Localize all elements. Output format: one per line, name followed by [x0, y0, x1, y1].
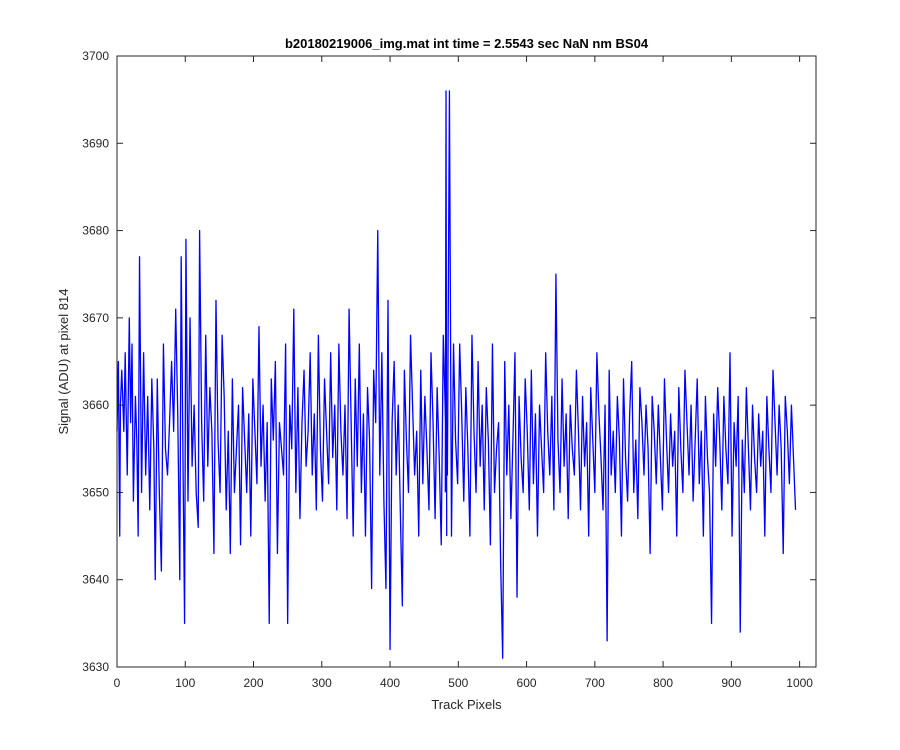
- x-tick-label-800: 800: [653, 676, 673, 690]
- signal-series: [116, 90, 797, 659]
- x-tick-label-100: 100: [175, 676, 195, 690]
- x-tick-label-700: 700: [585, 676, 605, 690]
- x-axis-label: Track Pixels: [431, 697, 502, 712]
- y-axis: 3630 3640 3650 3660 3670 3680 3690 3700: [82, 49, 816, 674]
- y-tick-label-3640: 3640: [82, 573, 109, 587]
- x-tick-label-300: 300: [312, 676, 332, 690]
- y-axis-label: Signal (ADU) at pixel 814: [56, 289, 71, 435]
- y-tick-label-3680: 3680: [82, 224, 109, 238]
- y-tick-label-3660: 3660: [82, 398, 109, 412]
- x-tick-label-0: 0: [114, 676, 121, 690]
- axes-box: [116, 55, 817, 668]
- x-tick-label-500: 500: [448, 676, 468, 690]
- signal-line-0: [116, 90, 797, 659]
- y-tick-label-3630: 3630: [82, 660, 109, 674]
- x-tick-label-200: 200: [244, 676, 264, 690]
- plot-area: [117, 56, 816, 667]
- x-tick-label-1000: 1000: [786, 676, 813, 690]
- y-tick-label-3650: 3650: [82, 485, 109, 499]
- x-tick-label-400: 400: [380, 676, 400, 690]
- y-tick-label-3700: 3700: [82, 49, 109, 63]
- chart-title: b20180219006_img.mat int time = 2.5543 s…: [285, 36, 649, 51]
- signal-line-1: [444, 90, 448, 537]
- y-tick-label-3670: 3670: [82, 311, 109, 325]
- y-tick-label-3690: 3690: [82, 136, 109, 150]
- x-tick-label-600: 600: [517, 676, 537, 690]
- x-axis: 0 100 200 300 400 500 600 700 800 900 1000: [114, 56, 813, 690]
- x-tick-label-900: 900: [721, 676, 741, 690]
